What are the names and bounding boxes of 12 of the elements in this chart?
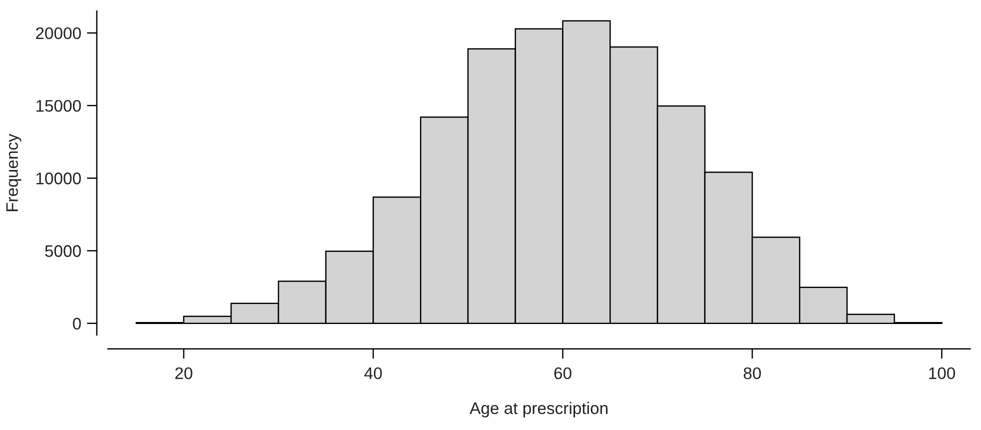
y-tick-label: 20000 [36, 27, 81, 40]
y-axis-title: Frequency [6, 134, 22, 212]
y-tick-label: 10000 [36, 172, 81, 184]
y-tick-label: 15000 [36, 100, 81, 112]
x-axis-title: Age at prescription [470, 402, 608, 418]
x-tick-label: 80 [744, 367, 761, 380]
x-tick-label: 40 [364, 367, 382, 380]
x-tick-label: 20 [175, 367, 192, 380]
x-tick-label: 60 [554, 367, 572, 380]
y-tick-label: 5000 [45, 245, 81, 257]
x-tick-label: 100 [929, 367, 956, 380]
y-tick-label: 0 [72, 318, 81, 330]
